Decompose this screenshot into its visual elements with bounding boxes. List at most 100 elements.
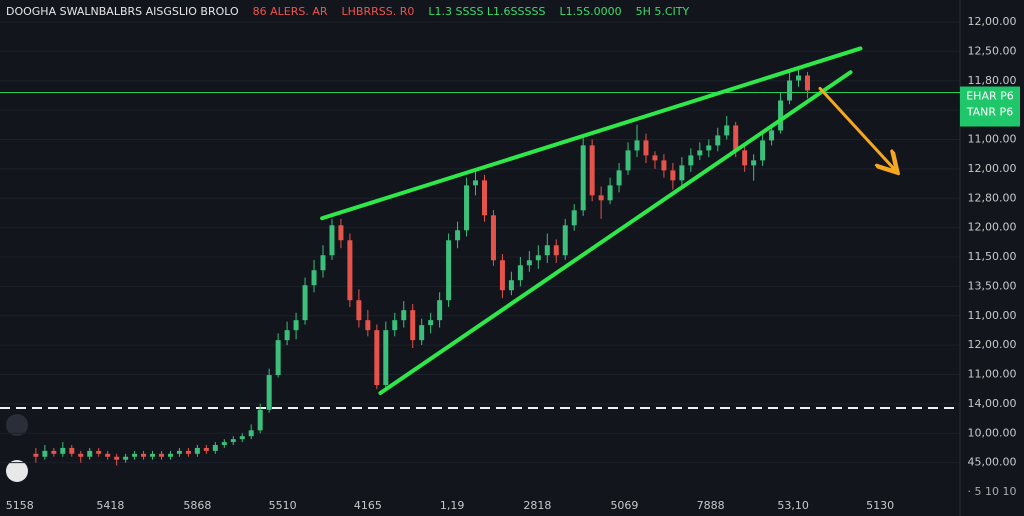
candle-body xyxy=(275,340,281,376)
candle-body xyxy=(401,310,407,321)
y-tick-label: 11,00.00 xyxy=(968,309,1017,322)
candle-body xyxy=(697,150,703,156)
candle-body xyxy=(356,300,362,321)
price-tag-text: EHAR P6 xyxy=(966,90,1014,103)
candle-body xyxy=(661,160,667,171)
candle-body xyxy=(33,453,39,457)
candle-body xyxy=(598,195,604,201)
candle-body xyxy=(347,240,353,301)
candle-body xyxy=(96,450,102,454)
candle-body xyxy=(616,170,622,186)
x-tick-label: 5868 xyxy=(183,499,211,512)
price-tag-text: TANR P6 xyxy=(966,106,1013,119)
price-tag xyxy=(960,86,1020,127)
candle-body xyxy=(706,145,712,151)
y-tick-label: 11,00.00 xyxy=(968,368,1017,381)
trendline xyxy=(320,46,863,221)
header-text: LHBRRSS. R0 xyxy=(342,5,415,18)
candle-body xyxy=(715,135,721,146)
candle-body xyxy=(643,140,649,156)
candle-body xyxy=(769,130,775,141)
candle-body xyxy=(203,447,209,451)
candle-body xyxy=(257,409,263,431)
candle-body xyxy=(473,180,479,186)
candle-body xyxy=(410,310,416,341)
candle-body xyxy=(428,320,434,326)
candle-body xyxy=(284,330,290,341)
y-tick-label: 12,00.00 xyxy=(968,15,1017,28)
candle-body xyxy=(302,285,308,321)
candle-body xyxy=(167,453,173,457)
x-tick-label: 5130 xyxy=(866,499,894,512)
y-tick-label: 14,00.00 xyxy=(968,397,1017,410)
candle-body xyxy=(150,453,156,457)
y-tick-label: 45,00.00 xyxy=(968,456,1017,469)
candle-body xyxy=(481,180,487,216)
candle-body xyxy=(221,442,227,446)
candle-body xyxy=(365,320,371,331)
tool-icon[interactable] xyxy=(6,460,28,482)
header-text: 5H 5.CITY xyxy=(636,5,690,18)
y-tick-label: 12,00.00 xyxy=(968,338,1017,351)
candle-body xyxy=(311,270,317,286)
candle-body xyxy=(490,215,496,261)
candle-body xyxy=(293,320,299,331)
header-text: L1.3 SSSS L1.6SSSSS xyxy=(428,5,545,18)
corner-text: · 5 10 10 xyxy=(968,485,1017,498)
candle-body xyxy=(778,100,784,131)
candle-body xyxy=(535,255,541,261)
candle-body xyxy=(374,330,380,386)
y-tick-label: 11,80.00 xyxy=(968,74,1017,87)
y-tick-label: 10,00.00 xyxy=(968,426,1017,439)
x-tick-label: 2818 xyxy=(523,499,551,512)
candle-body xyxy=(562,225,568,256)
candle-body xyxy=(464,185,470,231)
candle-body xyxy=(105,453,111,457)
candle-body xyxy=(69,447,75,454)
candle-body xyxy=(383,330,389,386)
candle-body xyxy=(526,260,532,266)
candle-body xyxy=(553,245,559,256)
candle-body xyxy=(760,140,766,161)
candle-body xyxy=(266,375,272,410)
candle-body xyxy=(499,260,505,291)
candle-body xyxy=(589,145,595,196)
x-tick-label: 5418 xyxy=(96,499,124,512)
candle-body xyxy=(338,225,344,241)
candle-body xyxy=(392,320,398,331)
y-tick-label: 12,00.00 xyxy=(968,162,1017,175)
header-text: 86 ALERS. AR xyxy=(253,5,328,18)
candle-body xyxy=(446,240,452,301)
tool-icon[interactable] xyxy=(6,414,28,436)
candle-body xyxy=(141,453,147,457)
candle-body xyxy=(132,453,138,457)
x-tick-label: 7888 xyxy=(697,499,725,512)
candle-body xyxy=(804,75,810,91)
candle-body xyxy=(248,430,254,437)
candle-body xyxy=(194,447,200,454)
candle-body xyxy=(688,155,694,166)
candle-body xyxy=(42,450,48,457)
y-tick-label: 12,00.00 xyxy=(968,221,1017,234)
x-tick-label: 53,10 xyxy=(777,499,809,512)
trendline xyxy=(818,86,895,170)
candle-body xyxy=(787,80,793,101)
candle-body xyxy=(724,125,730,136)
candle-body xyxy=(733,125,739,151)
candle-body xyxy=(670,170,676,181)
x-tick-label: 5158 xyxy=(6,499,34,512)
candle-body xyxy=(176,450,182,454)
y-tick-label: 13,50.00 xyxy=(968,279,1017,292)
candle-body xyxy=(114,456,120,460)
candle-body xyxy=(571,210,577,226)
candle-body xyxy=(742,150,748,166)
header: DOOGHA SWALNBALBRS AISGSLIO BROLO 86 ALER… xyxy=(6,5,689,18)
candle-body xyxy=(419,325,425,341)
candle-body xyxy=(796,75,802,81)
x-tick-label: 5510 xyxy=(269,499,297,512)
y-tick-label: 11,00.00 xyxy=(968,133,1017,146)
candle-body xyxy=(679,165,685,181)
candle-body xyxy=(78,453,84,457)
